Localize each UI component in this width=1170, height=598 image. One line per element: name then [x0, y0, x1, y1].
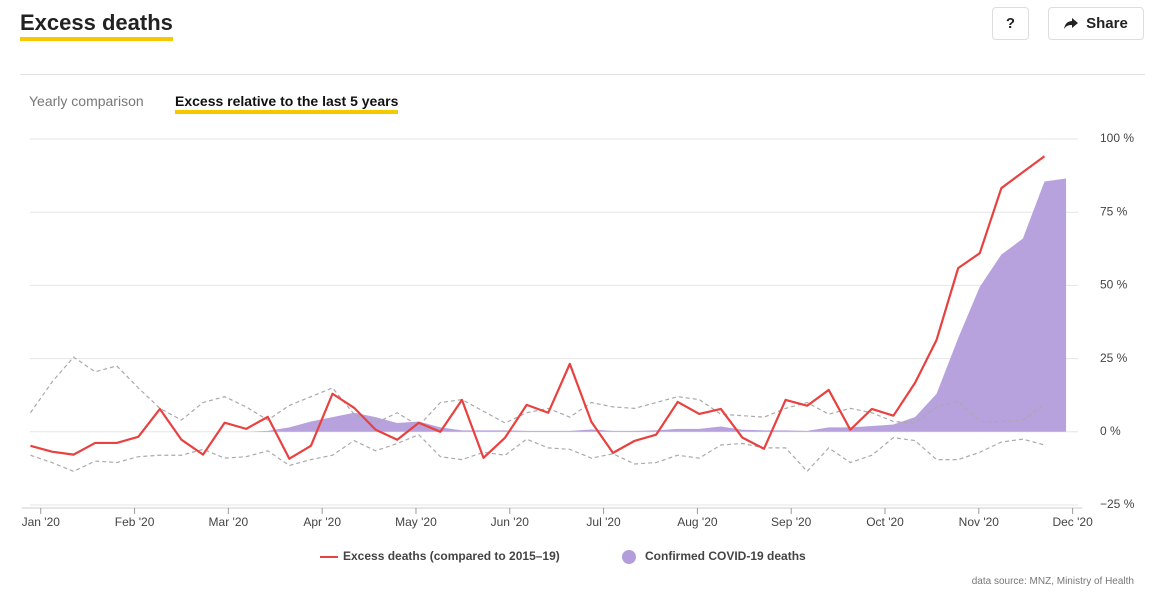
x-tick-label: Jul '20	[586, 515, 621, 529]
legend-label: Excess deaths (compared to 2015–19)	[343, 549, 560, 563]
area	[246, 178, 1067, 432]
tab[interactable]: Yearly comparison	[29, 93, 144, 109]
x-tick-label: Nov '20	[959, 515, 1000, 529]
y-tick-label: 50 %	[1100, 278, 1128, 292]
y-tick-label: 100 %	[1100, 131, 1134, 145]
y-tick-label: 0 %	[1100, 424, 1121, 438]
help-button[interactable]: ?	[992, 7, 1029, 40]
line	[30, 155, 1046, 460]
x-tick-label: Dec '20	[1052, 515, 1093, 529]
source-note: data source: MNZ, Ministry of Health	[971, 576, 1134, 587]
share-icon	[1064, 17, 1079, 29]
page-title: Excess deaths	[20, 10, 173, 41]
x-tick-label: Jan '20	[22, 515, 61, 529]
x-tick-label: May '20	[395, 515, 437, 529]
x-tick-label: Sep '20	[771, 515, 812, 529]
legend-label: Confirmed COVID-19 deaths	[645, 549, 806, 563]
bound-line	[29, 356, 1045, 427]
share-button[interactable]: Share	[1048, 7, 1144, 40]
bound-line	[30, 434, 1045, 473]
x-tick-label: Mar '20	[209, 515, 249, 529]
x-tick-label: Aug '20	[677, 515, 718, 529]
x-tick-label: Apr '20	[303, 515, 341, 529]
x-tick-label: Feb '20	[115, 515, 155, 529]
legend-swatch	[622, 550, 636, 564]
y-tick-label: −25 %	[1100, 497, 1135, 511]
tab-active[interactable]: Excess relative to the last 5 years	[175, 93, 399, 114]
y-tick-label: 25 %	[1100, 351, 1128, 365]
share-label: Share	[1086, 15, 1128, 32]
y-tick-label: 75 %	[1100, 204, 1128, 218]
x-tick-label: Oct '20	[866, 515, 904, 529]
divider	[20, 74, 1145, 75]
x-tick-label: Jun '20	[491, 515, 530, 529]
